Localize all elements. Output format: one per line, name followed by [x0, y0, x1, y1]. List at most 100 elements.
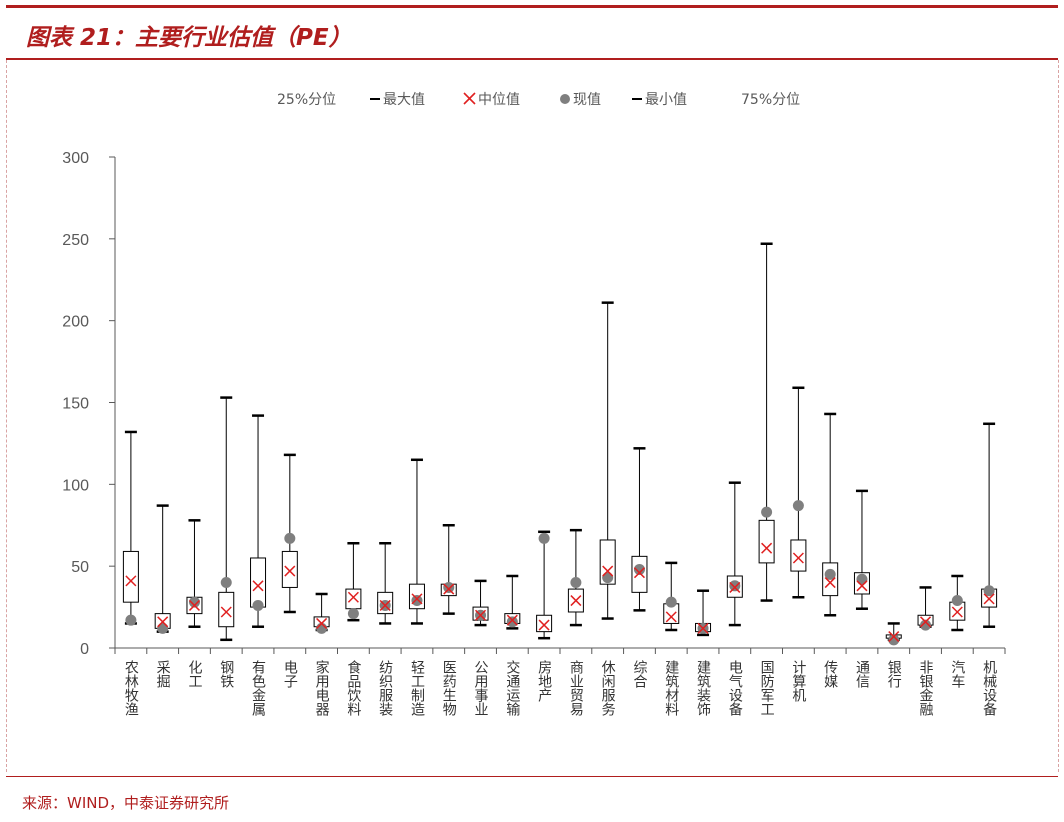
- current-value-point: [920, 619, 932, 631]
- current-value-point: [220, 577, 232, 589]
- current-value-point: [983, 585, 995, 597]
- median-marker: [792, 552, 804, 564]
- median-cross-b: [633, 567, 645, 579]
- x-category-label: 通信: [854, 660, 870, 688]
- median-cross-b: [792, 552, 804, 564]
- x-category-label: 纺织服装: [377, 660, 393, 716]
- y-tick-label: 100: [62, 477, 89, 494]
- y-tick-label: 150: [62, 396, 89, 413]
- x-category-label: 传媒: [822, 660, 838, 688]
- median-marker: [602, 565, 614, 577]
- median-cross-b: [983, 593, 995, 605]
- median-cross-b: [665, 611, 677, 623]
- current-value-point: [824, 568, 836, 580]
- current-value-point: [538, 532, 550, 544]
- median-marker: [506, 614, 518, 626]
- median-cross-b: [951, 606, 963, 618]
- median-marker: [157, 616, 169, 628]
- median-cross-b: [316, 617, 328, 629]
- axes: 0 50 100 150 200 250 300: [62, 150, 1006, 658]
- current-value-point: [125, 614, 137, 626]
- median-cross-b: [475, 609, 487, 621]
- current-value-point: [411, 595, 423, 607]
- median-cross-b: [602, 565, 614, 577]
- y-tick-label: 200: [62, 314, 89, 331]
- legend-p25-label: 25%分位: [277, 92, 336, 108]
- x-category-label: 电气设备: [727, 660, 743, 716]
- x-category-label: 家用电器: [314, 659, 330, 716]
- iqr-box: [122, 550, 139, 603]
- iqr-box: [536, 614, 553, 633]
- x-category-label: 建筑材料: [663, 660, 679, 716]
- median-marker: [951, 606, 963, 618]
- y-tick-label: 300: [62, 150, 89, 167]
- title-divider: [6, 58, 1058, 60]
- median-cross-b: [920, 616, 932, 628]
- y-tick-label: 50: [71, 559, 89, 576]
- current-value-point: [570, 577, 582, 589]
- y-tick-label: 250: [62, 232, 89, 249]
- frame-right-border: [1058, 60, 1059, 772]
- x-category-label: 采掘: [155, 660, 171, 688]
- median-marker: [475, 609, 487, 621]
- current-value-point: [188, 596, 200, 608]
- median-marker: [729, 581, 741, 593]
- median-cross-b: [411, 593, 423, 605]
- current-value-point: [761, 506, 773, 518]
- median-marker: [252, 580, 264, 592]
- median-cross-b: [538, 619, 550, 631]
- x-category-label: 综合: [631, 660, 647, 688]
- x-category-label: 计算机: [790, 660, 806, 703]
- legend-median-marker: [463, 92, 476, 105]
- median-cross-b: [856, 580, 868, 592]
- legend-max-label: 最大值: [383, 92, 425, 108]
- median-cross-b: [188, 599, 200, 611]
- x-category-label: 农林牧渔: [123, 660, 139, 716]
- median-marker: [665, 611, 677, 623]
- x-category-label: 钢铁: [218, 660, 234, 688]
- median-marker: [633, 567, 645, 579]
- x-category-label: 银行: [886, 660, 902, 689]
- x-category-label: 化工: [186, 660, 202, 688]
- source-note: 来源：WIND，中泰证券研究所: [22, 794, 230, 812]
- x-category-label: 休闲服务: [600, 660, 616, 716]
- median-marker: [125, 575, 137, 587]
- median-marker: [347, 591, 359, 603]
- legend-current-label: 现值: [573, 92, 601, 108]
- x-category-label: 房地产: [536, 660, 552, 703]
- current-value-point: [856, 573, 868, 585]
- iqr-box: [281, 550, 298, 588]
- median-cross-b: [220, 606, 232, 618]
- current-value-point: [157, 622, 169, 634]
- x-category-label: 有色金属: [250, 660, 266, 716]
- legend: 25%分位 最大值 中位值 现值 最小值 75%分位: [277, 92, 800, 108]
- category-labels: 农林牧渔 采掘 化工 钢铁 有色金属 电子 家用电器 食品饮料 纺织服装 轻工制造 医药生物 公用事业…: [123, 659, 997, 717]
- iqr-box: [599, 539, 616, 585]
- median-cross-b: [824, 577, 836, 589]
- median-marker: [411, 593, 423, 605]
- x-category-label: 电子: [282, 660, 298, 688]
- current-value-point: [665, 596, 677, 608]
- median-marker: [856, 580, 868, 592]
- x-category-label: 公用事业: [473, 660, 489, 716]
- source-divider: [6, 776, 1058, 777]
- x-category-label: 机械设备: [981, 660, 997, 716]
- iqr-box: [790, 539, 807, 572]
- median-cross-b: [888, 631, 900, 643]
- current-value-point: [792, 500, 804, 512]
- median-marker: [761, 542, 773, 554]
- x-category-label: 食品饮料: [345, 659, 361, 716]
- x-category-label: 轻工制造: [409, 660, 425, 717]
- median-marker: [316, 617, 328, 629]
- page-title: 图表 21：主要行业估值（PE）: [26, 25, 352, 51]
- x-category-label: 交通运输: [504, 659, 520, 716]
- current-value-point: [443, 581, 455, 593]
- y-tick-label: 0: [80, 641, 89, 658]
- median-cross-b: [697, 622, 709, 634]
- median-marker: [220, 606, 232, 618]
- current-value-point: [602, 572, 614, 584]
- x-category-label: 非银金融: [918, 660, 934, 716]
- median-marker: [443, 583, 455, 595]
- median-marker: [697, 622, 709, 634]
- current-value-point: [888, 634, 900, 646]
